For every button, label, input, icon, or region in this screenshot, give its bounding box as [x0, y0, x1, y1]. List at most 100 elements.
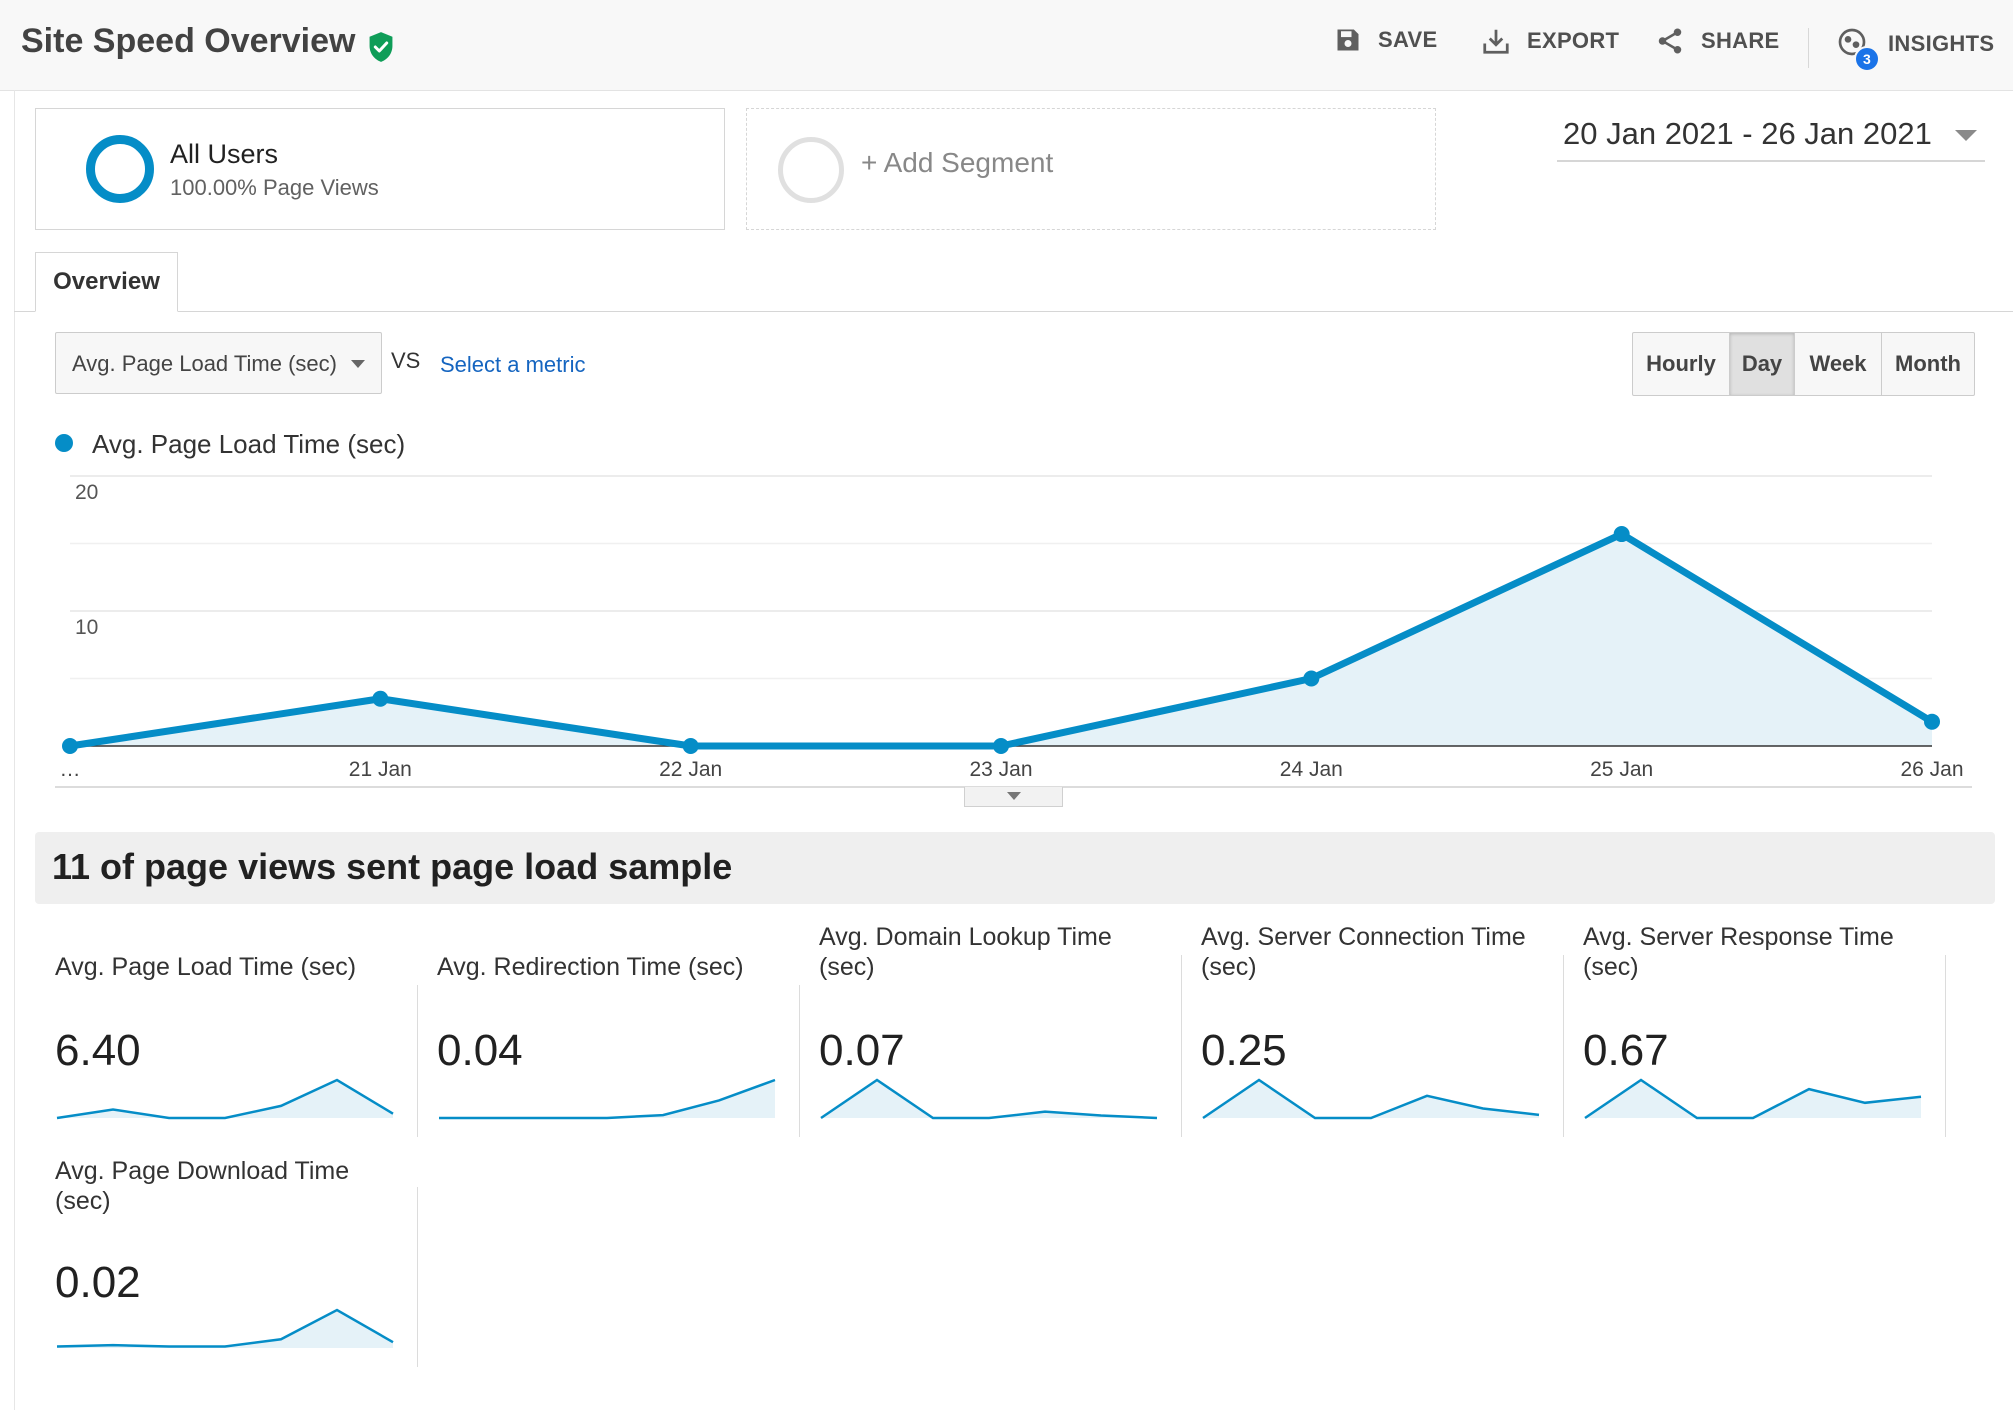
select-metric-link[interactable]: Select a metric [440, 352, 586, 377]
insights-button[interactable]: 3 INSIGHTS [1836, 26, 1995, 72]
card-divider [799, 985, 800, 1137]
x-tick-label: 23 Jan [969, 758, 1032, 781]
sample-banner: 11 of page views sent page load sample [35, 832, 1995, 904]
metric-dropdown[interactable]: Avg. Page Load Time (sec) [55, 332, 382, 394]
x-tick-label: 25 Jan [1590, 758, 1653, 781]
metric-card-title: Avg. Redirection Time (sec) [437, 953, 744, 981]
metric-card-title: Avg. Page Download Time (sec) [55, 1157, 350, 1215]
expand-arrow-icon [1007, 792, 1021, 800]
export-label: EXPORT [1527, 28, 1620, 53]
share-icon [1658, 28, 1682, 54]
sparkline-line [56, 1308, 394, 1348]
granularity-month[interactable]: Month [1895, 351, 1961, 376]
metric-sparkline [1202, 1078, 1540, 1120]
metric-card-value: 0.07 [819, 1026, 905, 1075]
data-point[interactable] [372, 690, 389, 707]
insights-icon [1838, 28, 1866, 56]
legend-swatch [55, 434, 73, 452]
save-icon [1337, 29, 1359, 51]
card-divider [1181, 955, 1182, 1137]
metric-card-title: Avg. Page Load Time (sec) [55, 953, 357, 981]
metric-card-value: 0.04 [437, 1026, 523, 1075]
metric-card-title: Avg. Domain Lookup Time (sec) [819, 923, 1112, 981]
metric-card-value: 0.25 [1201, 1026, 1287, 1075]
tab-overview[interactable]: Overview [35, 252, 178, 312]
sparkline-line [1202, 1078, 1540, 1120]
metric-card-title: Avg. Server Connection Time (sec) [1201, 923, 1526, 981]
metric-card-value: 0.02 [55, 1258, 141, 1307]
sparkline-area [57, 1080, 393, 1118]
export-button[interactable]: EXPORT [1481, 26, 1619, 56]
data-point[interactable] [993, 738, 1009, 754]
page-left-border [14, 90, 15, 1410]
card-divider [1945, 955, 1946, 1137]
metric-sparkline [1584, 1078, 1922, 1120]
dropdown-arrow-icon [351, 360, 365, 368]
save-label: SAVE [1378, 27, 1438, 52]
metric-card-value: 6.40 [55, 1026, 141, 1075]
data-point[interactable] [62, 738, 78, 754]
shield-check-icon [369, 32, 393, 62]
expand-chart-button[interactable] [964, 787, 1063, 807]
add-segment-label: + Add Segment [861, 147, 1054, 178]
empty-segment-ring-icon [778, 137, 844, 203]
share-label: SHARE [1701, 28, 1780, 53]
series-area [70, 534, 1932, 746]
chevron-down-icon [1955, 130, 1977, 141]
insights-icon-wrap: 3 [1836, 26, 1880, 72]
data-point[interactable] [1613, 526, 1630, 543]
toolbar-divider [1808, 28, 1809, 68]
segment-ring-icon [86, 135, 154, 203]
sparkline-area [57, 1310, 393, 1348]
segment-detail: 100.00% Page Views [170, 175, 379, 200]
add-segment-button[interactable]: + Add Segment [746, 108, 1436, 230]
download-icon [1483, 29, 1509, 54]
report-header: Site Speed Overview SAVE EXPORT SHARE 3 … [0, 0, 2013, 91]
x-tick-label: 24 Jan [1280, 758, 1343, 781]
granularity-hourly[interactable]: Hourly [1633, 333, 1730, 395]
date-range-picker[interactable]: 20 Jan 2021 - 26 Jan 2021 [1557, 112, 1985, 162]
sparkline-line [439, 1078, 776, 1120]
metric-card-title: Avg. Server Response Time (sec) [1583, 923, 1894, 981]
granularity-toggle: Hourly Day Week Month [1632, 332, 1975, 396]
segment-all-users[interactable]: All Users 100.00% Page Views [35, 108, 725, 230]
page-title: Site Speed Overview [21, 22, 356, 60]
x-tick-label: 26 Jan [1900, 758, 1963, 781]
tab-divider [14, 311, 2013, 312]
metric-card-value: 0.67 [1583, 1026, 1669, 1075]
legend-label: Avg. Page Load Time (sec) [92, 429, 406, 459]
sparkline-area [1203, 1080, 1539, 1118]
sparkline-line [56, 1078, 394, 1120]
date-range-label: 20 Jan 2021 - 26 Jan 2021 [1563, 116, 1932, 151]
y-tick-label: 20 [75, 481, 98, 504]
metric-sparkline [56, 1078, 394, 1120]
page-load-time-chart: 10 20 … 21 Jan 22 Jan 23 Jan 24 Jan 25 Jan 26 Ja… [55, 475, 1972, 788]
x-tick-label: … [60, 758, 81, 781]
sparkline-line [1584, 1078, 1922, 1120]
card-divider [417, 985, 418, 1137]
sample-banner-text: 11 of page views sent page load sample [52, 846, 733, 887]
insights-badge: 3 [1854, 46, 1880, 72]
vs-label: VS [391, 348, 421, 373]
y-tick-label: 10 [75, 616, 98, 639]
granularity-week[interactable]: Week [1795, 333, 1882, 395]
granularity-day[interactable]: Day [1730, 333, 1795, 395]
sparkline-area [1585, 1080, 1921, 1118]
share-button[interactable]: SHARE [1655, 26, 1780, 56]
segment-name: All Users [170, 139, 279, 169]
card-divider [1563, 955, 1564, 1137]
x-tick-label: 21 Jan [349, 758, 412, 781]
metric-sparkline [56, 1308, 394, 1348]
x-tick-label: 22 Jan [659, 758, 722, 781]
sparkline-line [820, 1078, 1158, 1120]
insights-label: INSIGHTS [1888, 31, 1995, 56]
data-point[interactable] [682, 738, 699, 754]
metric-sparkline [820, 1078, 1158, 1120]
save-button[interactable]: SAVE [1334, 26, 1437, 54]
sparkline-area [821, 1080, 1157, 1118]
metric-sparkline [439, 1078, 776, 1120]
data-point[interactable] [1303, 670, 1320, 687]
data-point[interactable] [1924, 713, 1940, 730]
card-divider [417, 1187, 418, 1367]
metric-dropdown-label: Avg. Page Load Time (sec) [72, 351, 337, 376]
